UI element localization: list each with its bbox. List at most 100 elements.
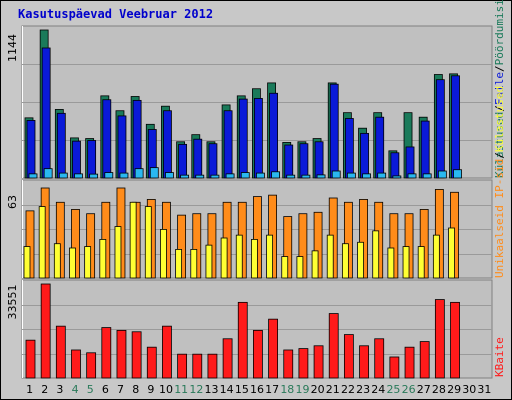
visits-small-bar [387,247,395,279]
pages-bar [390,152,400,179]
files-bar [165,172,174,179]
x-tick-label: 11 [174,383,188,396]
files-bar [437,170,447,179]
kbytes-bar [389,356,400,379]
middle-panel-label: Unikaalseid IP-sid/Külastused [493,86,506,278]
visits-small-bar [160,229,167,279]
files-bar [407,173,417,179]
files-bar [301,174,311,179]
pages-bar [269,92,278,179]
visits-small-bar [432,234,440,279]
files-bar [256,172,265,179]
pages-bar [87,140,97,179]
pages-bar [193,138,203,179]
files-bar [453,169,462,179]
pages-bar [117,115,127,179]
x-tick-label: 14 [220,383,234,396]
x-tick-label: 4 [72,383,79,396]
visits-small-bar [190,249,198,279]
x-tick-label: 18 [280,383,294,396]
middle-panel-ymax: 63 [6,195,19,209]
pages-bar [132,99,142,179]
pages-bar [102,99,112,179]
pages-bar [344,118,354,179]
kbytes-bar [313,345,324,379]
top-panel-label-part: Pöördumisi [493,0,506,65]
kbytes-bar [253,329,263,379]
files-bar [28,173,38,179]
x-tick-label: 27 [417,383,431,396]
x-tick-label: 20 [311,383,325,396]
pages-bar [163,110,172,179]
kbytes-bar [434,299,445,379]
kbytes-bar [55,325,66,379]
x-tick-label: 23 [356,383,370,396]
pages-bar [329,83,339,179]
x-tick-label: 17 [265,383,279,396]
pages-bar [420,120,430,179]
visits-small-bar [251,239,258,279]
kbytes-bar [86,352,97,379]
x-tick-label: 29 [447,383,461,396]
kbytes-bar [419,341,430,379]
kbytes-bar [131,331,142,379]
visits-small-bar [84,246,92,279]
x-tick-label: 5 [87,383,94,396]
visits-small-bar [448,227,455,279]
visits-small-bar [235,234,243,279]
x-tick-label: 1 [26,383,33,396]
x-tick-label: 3 [56,383,63,396]
kbytes-bar [222,338,233,379]
visits-small-bar [220,237,228,279]
pages-bar [26,120,36,179]
visits-small-bar [144,206,152,279]
x-tick-label: 2 [41,383,48,396]
visits-small-bar [266,234,273,279]
pages-bar [208,143,218,179]
x-tick-label: 28 [432,383,446,396]
kbytes-bar [71,349,81,379]
files-bar [74,173,83,179]
files-bar [331,170,341,179]
visits-small-bar [296,256,304,279]
x-tick-label: 25 [386,383,400,396]
files-bar [240,172,250,179]
top-panel-label-part: Faile [493,72,506,105]
bottom-panel-ymax: 33551 [6,285,19,320]
top-panel-label: Külastused/Faile/Pöördumisi [493,0,506,178]
visits-small-bar [38,206,46,279]
pages-bar [254,98,263,179]
middle-panel-label-part: Külastused [493,86,506,152]
kbytes-bar [25,339,36,379]
kbytes-bar [343,334,354,379]
files-bar [271,171,280,179]
visits-small-bar [53,243,61,279]
x-tick-label: 16 [250,383,264,396]
visits-small-bar [402,246,410,279]
pages-bar [435,79,445,179]
bottom-panel-label-part: KBaite [493,337,506,377]
files-bar [58,172,68,179]
pages-bar [314,141,324,179]
pages-bar [178,143,188,179]
visits-small-bar [281,256,289,279]
visits-small-bar [326,234,334,279]
visits-small-bar [205,244,213,279]
visits-small-bar [114,226,122,279]
pages-bar [223,110,233,179]
files-bar [149,167,159,179]
files-bar [362,173,371,179]
kbytes-bar [268,318,278,379]
pages-bar [284,144,294,179]
files-bar [316,174,326,179]
x-tick-label: 10 [159,383,173,396]
kbytes-bar [207,353,218,379]
x-tick-label: 19 [295,383,309,396]
x-tick-label: 6 [102,383,109,396]
pages-bar [299,143,309,179]
x-tick-label: 21 [326,383,340,396]
kbytes-bar [404,346,415,379]
pages-bar [375,116,385,179]
pages-bar [451,75,460,179]
